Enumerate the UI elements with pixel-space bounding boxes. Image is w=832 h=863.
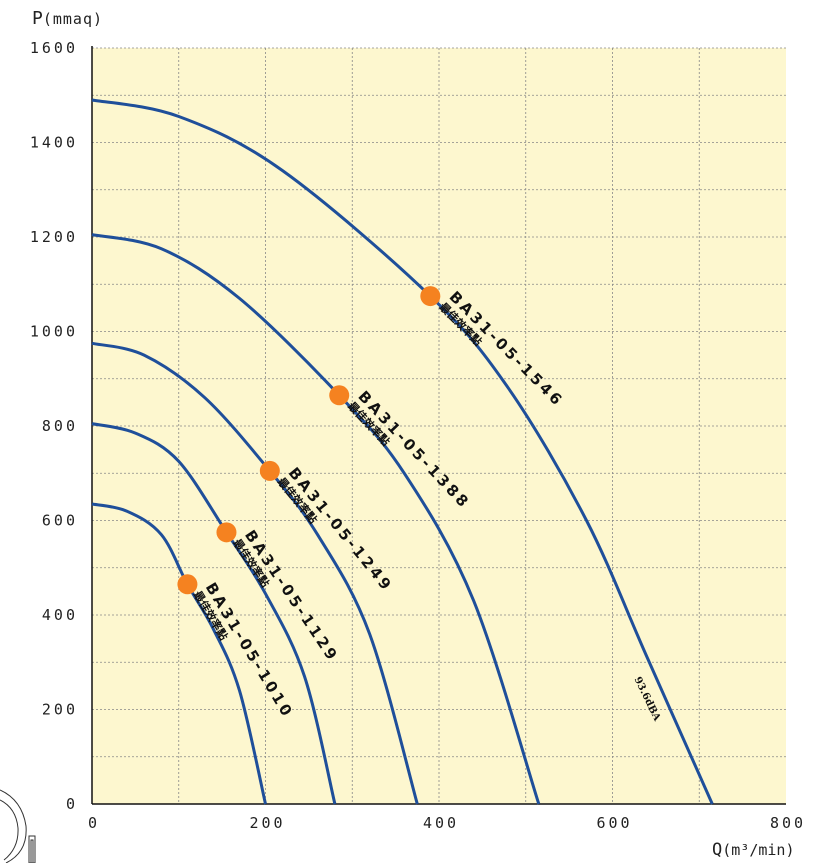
x-tick-label: 600 [596, 814, 632, 832]
best-efficiency-point [420, 286, 441, 307]
y-tick-label: 800 [42, 417, 78, 435]
y-axis-unit: (mmaq) [43, 10, 103, 28]
x-axis-label: Q [712, 840, 722, 860]
x-axis-title: Q(m³/min) [712, 840, 795, 860]
x-tick-label: 400 [423, 814, 459, 832]
series-curve-BA31-05-1249 [91, 341, 419, 805]
best-efficiency-point [177, 574, 198, 595]
x-tick-label: 800 [770, 814, 806, 832]
axes: 0 200 400 600 800 1000 1200 1400 1600 0 200 400 600 8… [30, 39, 806, 832]
y-tick-label: 600 [42, 512, 78, 530]
series-curve-BA31-05-1388 [91, 233, 541, 805]
grid [92, 47, 786, 804]
best-efficiency-point [216, 522, 237, 543]
y-axis-label: P [32, 8, 43, 29]
y-tick-label: 1000 [30, 323, 78, 341]
x-tick-label: 0 [88, 814, 100, 832]
y-tick-label: 1600 [30, 39, 78, 57]
best-efficiency-point [329, 385, 350, 406]
y-tick-label: 0 [66, 795, 78, 813]
curves [91, 98, 714, 805]
x-axis-unit: (m³/min) [722, 841, 794, 859]
y-tick-label: 200 [42, 701, 78, 719]
series-curve-BA31-05-1546 [91, 98, 714, 805]
fan-outline-icon [0, 789, 36, 863]
y-tick-label: 1200 [30, 228, 78, 246]
y-tick-label: 400 [42, 606, 78, 624]
best-efficiency-point [259, 460, 280, 481]
y-axis-title: P(mmaq) [32, 8, 103, 29]
series-curve-BA31-05-1129 [91, 422, 337, 805]
x-tick-label: 200 [249, 814, 285, 832]
y-tick-label: 1400 [30, 134, 78, 152]
